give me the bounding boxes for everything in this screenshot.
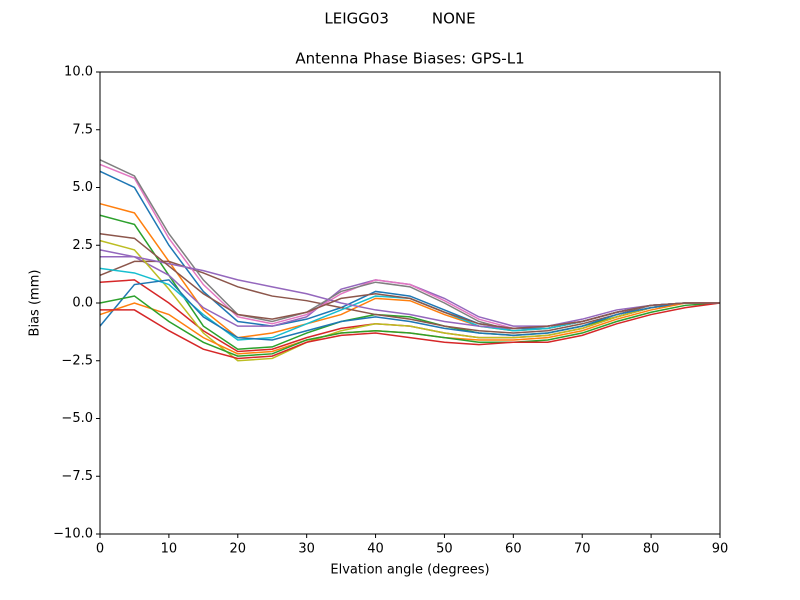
suptitle: LEIGG03 NONE — [324, 10, 475, 28]
x-tick-label: 80 — [643, 542, 660, 557]
y-tick-label: −10.0 — [53, 527, 93, 542]
x-tick-label: 50 — [436, 542, 453, 557]
y-tick-label: 0.0 — [72, 296, 93, 311]
series-line — [99, 232, 720, 330]
x-tick-label: 10 — [161, 542, 178, 557]
y-tick-label: −2.5 — [61, 353, 93, 368]
y-tick-label: −7.5 — [61, 469, 93, 484]
x-tick-label: 40 — [367, 542, 384, 557]
x-tick-label: 70 — [574, 542, 591, 557]
chart-title: Antenna Phase Biases: GPS-L1 — [295, 50, 524, 68]
x-axis-label: Elvation angle (degrees) — [330, 563, 489, 578]
series-line — [99, 295, 721, 357]
series-line — [99, 279, 720, 341]
y-tick-label: 5.0 — [72, 180, 93, 195]
x-tick-label: 90 — [712, 542, 729, 557]
y-tick-label: 10.0 — [64, 65, 93, 80]
series-line — [99, 239, 720, 362]
y-tick-label: 7.5 — [72, 122, 93, 137]
y-tick-label: 2.5 — [72, 238, 93, 253]
y-tick-label: −5.0 — [61, 411, 93, 426]
series-line — [100, 302, 721, 360]
x-tick-label: 30 — [298, 542, 315, 557]
plot-area — [99, 159, 721, 362]
x-tick-label: 0 — [96, 542, 104, 557]
x-tick-label: 60 — [505, 542, 522, 557]
x-tick-label: 20 — [230, 542, 247, 557]
y-axis-label: Bias (mm) — [28, 270, 43, 337]
